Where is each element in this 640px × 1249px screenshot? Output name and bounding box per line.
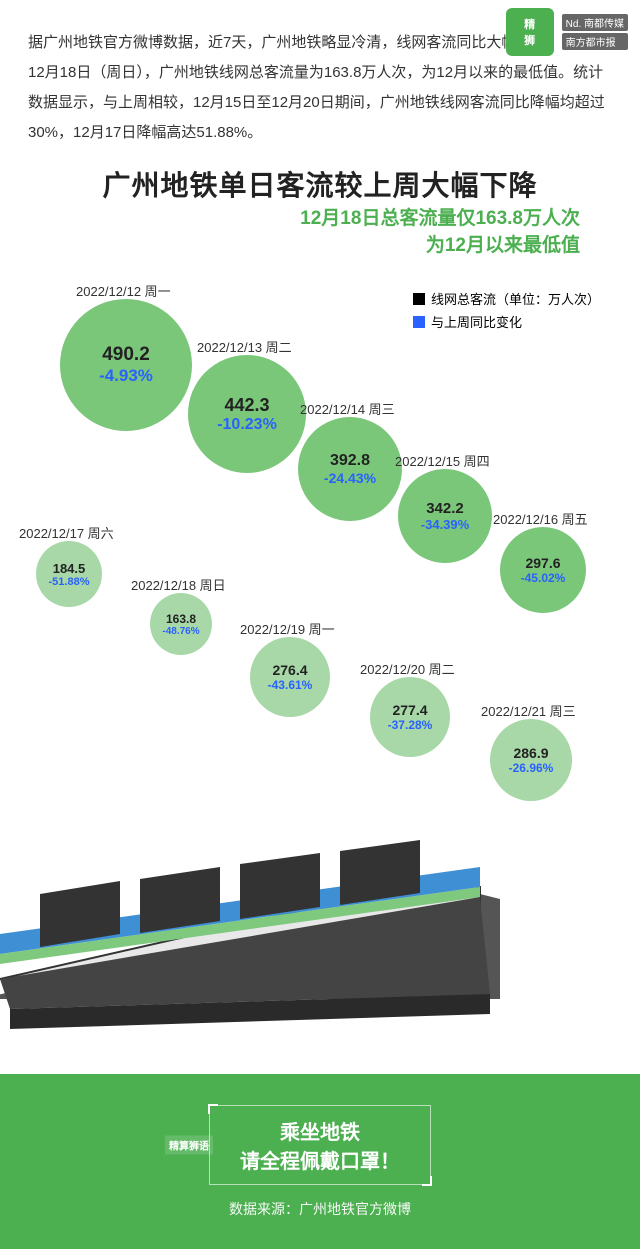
bubble-percent: -37.28% [388, 718, 433, 732]
bubble-value: 442.3 [224, 395, 269, 416]
media-name: Nd. 南都传媒 [562, 14, 628, 31]
chart-legend: 线网总客流（单位：万人次） 与上周同比变化 [413, 289, 600, 335]
train-icon [0, 839, 500, 1039]
legend-item: 线网总客流（单位：万人次） [413, 289, 600, 308]
bubble-date-label: 2022/12/18 周日 [131, 575, 226, 594]
header-logos: 精 狮 Nd. 南都传媒 南方都市报 [506, 8, 628, 56]
data-bubble: 276.4-43.61% [250, 637, 330, 717]
bubble-percent: -4.93% [99, 366, 153, 386]
media-name: 南方都市报 [562, 33, 628, 50]
bubble-date-label: 2022/12/13 周二 [197, 337, 292, 356]
tip-line: 乘坐地铁 [240, 1116, 400, 1145]
bubble-percent: -51.88% [49, 576, 90, 588]
bubble-value: 277.4 [392, 702, 427, 718]
bubble-percent: -45.02% [521, 571, 566, 585]
data-bubble: 297.6-45.02% [500, 527, 586, 613]
legend-label: 线网总客流（单位：万人次） [431, 289, 600, 308]
data-source: 数据来源：广州地铁官方微博 [229, 1199, 411, 1219]
data-bubble: 490.2-4.93% [60, 299, 192, 431]
legend-swatch [413, 293, 425, 305]
footer-tag: 精算狮语 [165, 1135, 213, 1154]
bubble-percent: -24.43% [324, 470, 376, 486]
data-bubble: 286.9-26.96% [490, 719, 572, 801]
badge-text: 精 [524, 16, 535, 32]
bubble-date-label: 2022/12/12 周一 [76, 281, 171, 300]
data-bubble: 442.3-10.23% [188, 355, 306, 473]
train-illustration [0, 819, 640, 1099]
bubble-value: 184.5 [53, 561, 86, 576]
legend-label: 与上周同比变化 [431, 312, 522, 331]
bubble-date-label: 2022/12/20 周二 [360, 659, 455, 678]
brand-badge: 精 狮 [506, 8, 554, 56]
bubble-date-label: 2022/12/16 周五 [493, 509, 588, 528]
footer-banner: 精算狮语 乘坐地铁 请全程佩戴口罩！ 数据来源：广州地铁官方微博 [0, 1074, 640, 1249]
bubble-date-label: 2022/12/17 周六 [19, 523, 114, 542]
bubble-date-label: 2022/12/14 周三 [300, 399, 395, 418]
data-bubble: 277.4-37.28% [370, 677, 450, 757]
bubble-value: 276.4 [272, 662, 307, 678]
bubble-date-label: 2022/12/21 周三 [481, 701, 576, 720]
bubble-value: 392.8 [330, 452, 370, 470]
bubble-value: 163.8 [166, 612, 196, 626]
bubble-value: 297.6 [525, 555, 560, 571]
legend-item: 与上周同比变化 [413, 312, 600, 331]
bubble-date-label: 2022/12/19 周一 [240, 619, 335, 638]
sub-title-2: 为12月以来最低值 [0, 233, 640, 260]
badge-text: 狮 [524, 32, 535, 48]
bubble-value: 286.9 [513, 745, 548, 761]
data-bubble: 342.2-34.39% [398, 469, 492, 563]
bubble-percent: -10.23% [217, 416, 277, 434]
footer-tip-box: 精算狮语 乘坐地铁 请全程佩戴口罩！ [209, 1105, 431, 1185]
main-title: 广州地铁单日客流较上周大幅下降 [0, 164, 640, 204]
data-bubble: 184.5-51.88% [36, 541, 102, 607]
bubble-value: 342.2 [426, 500, 464, 517]
data-bubble: 163.8-48.76% [150, 593, 212, 655]
bubble-date-label: 2022/12/15 周四 [395, 451, 490, 470]
data-bubble: 392.8-24.43% [298, 417, 402, 521]
bubble-percent: -43.61% [268, 678, 313, 692]
legend-swatch [413, 316, 425, 328]
media-logos: Nd. 南都传媒 南方都市报 [562, 14, 628, 50]
bubble-chart: 线网总客流（单位：万人次） 与上周同比变化 490.2-4.93%2022/12… [0, 259, 640, 819]
bubble-percent: -34.39% [421, 517, 469, 532]
bubble-value: 490.2 [102, 344, 150, 366]
bubble-percent: -48.76% [162, 626, 199, 637]
bubble-percent: -26.96% [509, 761, 554, 775]
sub-title-1: 12月18日总客流量仅163.8万人次 [0, 206, 640, 233]
tip-line: 请全程佩戴口罩！ [240, 1145, 400, 1174]
